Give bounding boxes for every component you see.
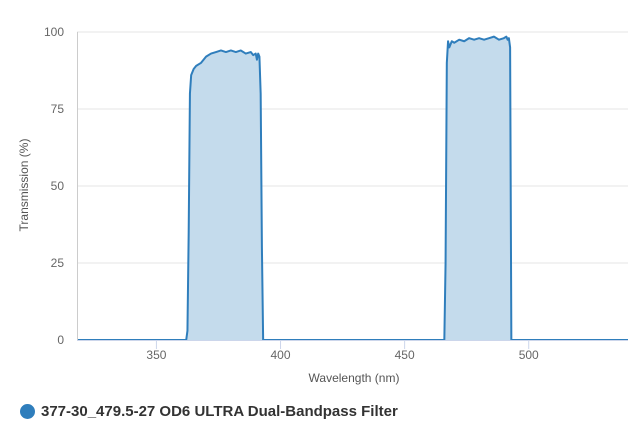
series-area (77, 36, 628, 341)
legend-marker (20, 404, 35, 419)
legend[interactable]: 377-30_479.5-27 OD6 ULTRA Dual-Bandpass … (20, 403, 398, 420)
y-tick-label: 75 (51, 102, 65, 116)
y-tick-label: 25 (51, 256, 65, 270)
transmission-chart: 0 25 50 75 100 350 400 450 500 Wavelength (nm) T… (17, 25, 628, 385)
series-line[interactable] (77, 35, 628, 341)
x-tick-label: 450 (395, 348, 415, 362)
x-tick-label: 500 (519, 348, 539, 362)
series-layer (77, 35, 628, 341)
y-axis-title: Transmission (%) (17, 139, 31, 232)
y-tick-label: 0 (57, 333, 64, 347)
legend-label: 377-30_479.5-27 OD6 ULTRA Dual-Bandpass … (41, 403, 398, 420)
y-tick-label: 50 (51, 179, 65, 193)
grid-layer (77, 31, 628, 264)
x-tick-label: 350 (146, 348, 166, 362)
axis-layer: 0 25 50 75 100 350 400 450 500 (44, 25, 628, 362)
x-tick-label: 400 (271, 348, 291, 362)
x-axis-title: Wavelength (nm) (309, 371, 400, 385)
y-tick-label: 100 (44, 25, 64, 39)
